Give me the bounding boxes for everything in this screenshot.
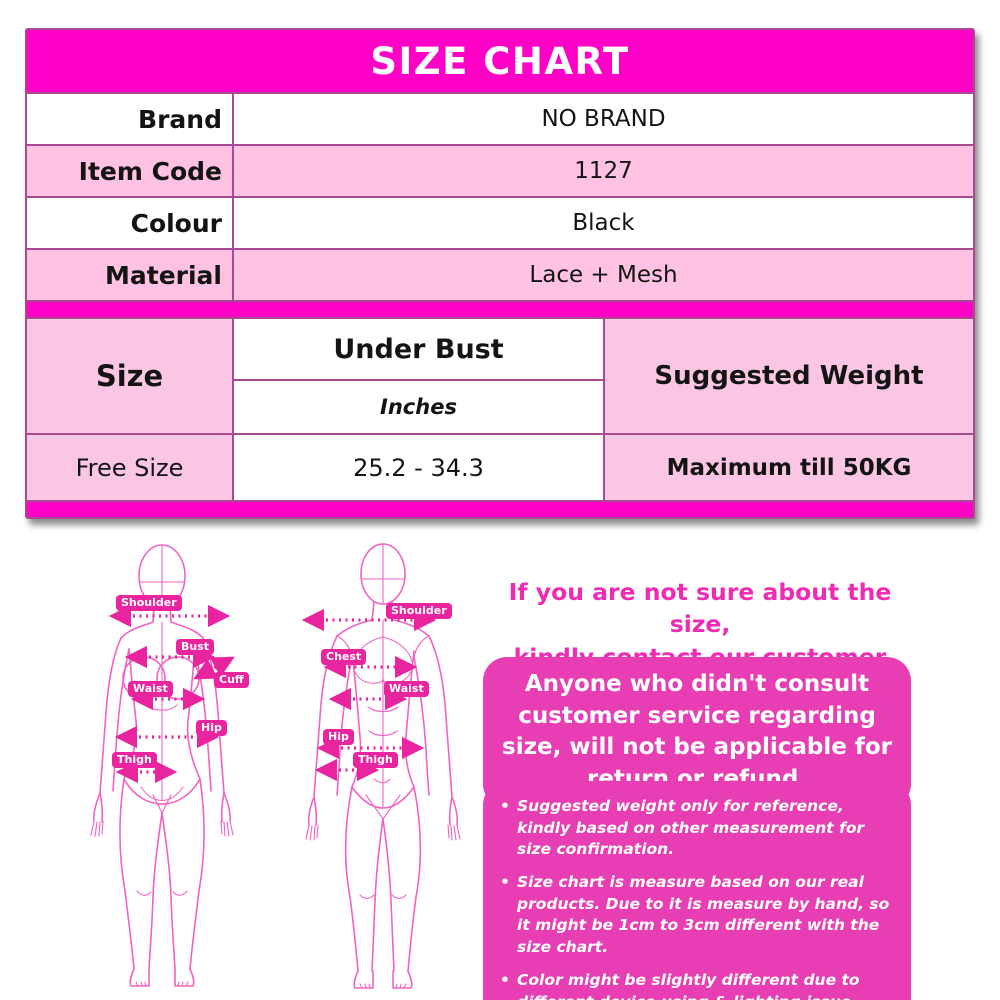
info-value-colour: Black: [234, 198, 973, 248]
female-cuff-label: Cuff: [214, 672, 249, 689]
disclaimer-bullet: • Color might be slightly different due …: [493, 970, 895, 1000]
info-value-brand: NO BRAND: [234, 94, 973, 144]
disclaimer-bullet: • Suggested weight only for reference, k…: [493, 796, 895, 861]
separator-band-top: [27, 302, 973, 317]
male-thigh-label: Thigh: [353, 752, 398, 769]
weight-column-header: Suggested Weight: [605, 319, 973, 433]
size-row-measure: 25.2 - 34.3: [234, 435, 603, 500]
size-row-weight: Maximum till 50KG: [605, 435, 973, 500]
female-bust-label: Bust: [176, 639, 215, 656]
male-shoulder-label: Shoulder: [386, 603, 452, 620]
info-value-item-code: 1127: [234, 146, 973, 196]
measure-column-header: Under Bust: [234, 319, 603, 379]
contact-headline-line1: If you are not sure about the size,: [508, 578, 892, 639]
male-hip-label: Hip: [323, 729, 354, 746]
info-label-colour: Colour: [27, 198, 232, 248]
disclaimer-bullet: • Size chart is measure based on our rea…: [493, 872, 895, 959]
bullet-dot-icon: •: [500, 970, 510, 989]
female-measure-arrows: [108, 604, 235, 784]
page-title: SIZE CHART: [27, 30, 973, 92]
disclaimer-bullets-box: • Suggested weight only for reference, k…: [483, 781, 911, 1000]
info-value-material: Lace + Mesh: [234, 250, 973, 300]
size-row-name: Free Size: [27, 435, 232, 500]
info-label-brand: Brand: [27, 94, 232, 144]
bullet-dot-icon: •: [500, 797, 510, 815]
female-measurement-figure: Shoulder Bust Cuff Waist Hip Thigh: [57, 535, 267, 990]
male-waist-label: Waist: [384, 681, 429, 698]
info-label-material: Material: [27, 250, 232, 300]
female-hip-label: Hip: [196, 720, 227, 737]
male-chest-label: Chest: [321, 649, 367, 666]
size-chart-table: SIZE CHART Brand NO BRAND Item Code 1127…: [25, 28, 975, 519]
unit-header: Inches: [234, 381, 603, 433]
size-column-header: Size: [27, 319, 232, 433]
bullet-dot-icon: •: [500, 873, 510, 892]
male-measure-arrows: [301, 608, 437, 782]
separator-band-bottom: [27, 502, 973, 517]
female-thigh-label: Thigh: [112, 752, 157, 769]
female-shoulder-label: Shoulder: [116, 595, 182, 612]
female-waist-label: Waist: [128, 681, 173, 698]
male-measurement-figure: Shoulder Chest Waist Hip Thigh: [278, 535, 488, 990]
info-label-item-code: Item Code: [27, 146, 232, 196]
